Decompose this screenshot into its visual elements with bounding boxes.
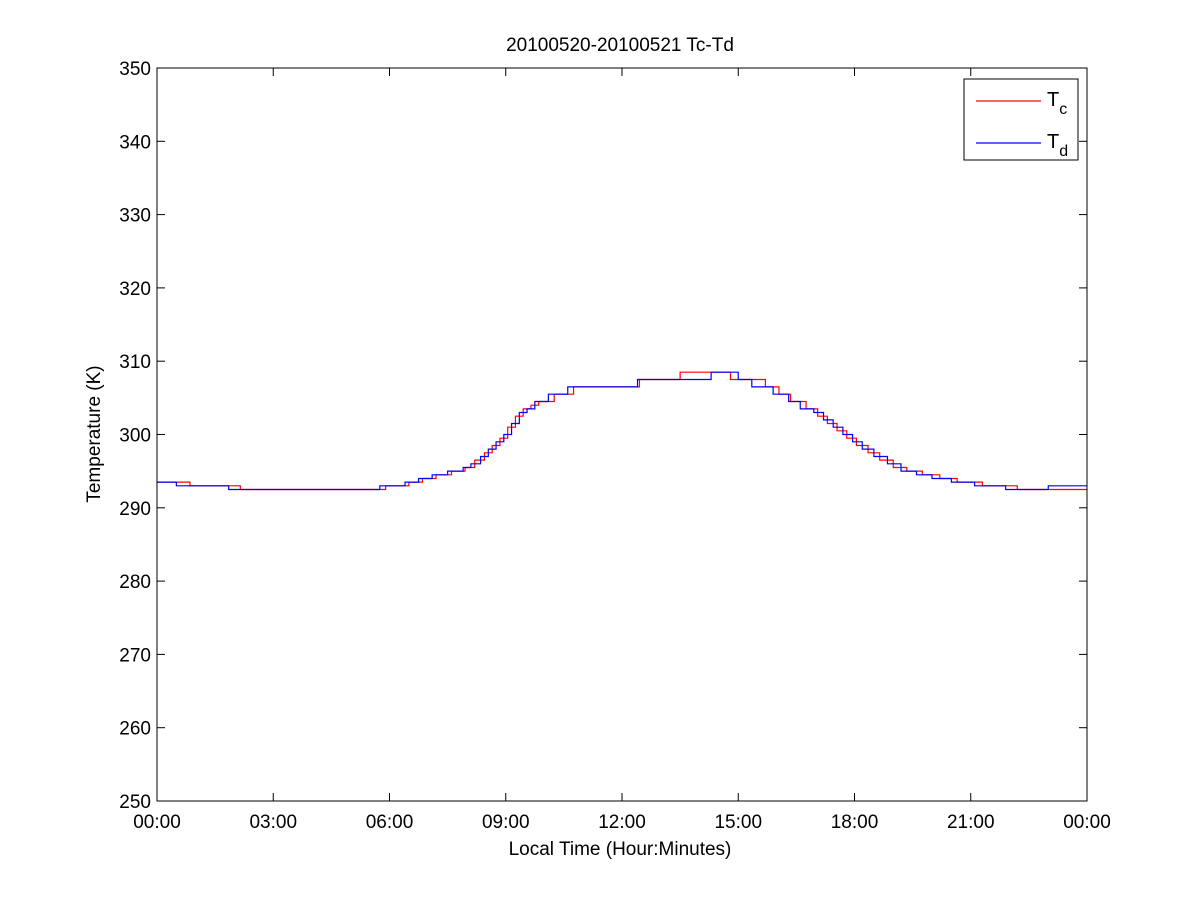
y-axis-label: Temperature (K) bbox=[84, 365, 105, 502]
y-tick-label: 270 bbox=[119, 645, 151, 666]
x-tick-label: 03:00 bbox=[249, 812, 297, 833]
y-tick-label: 350 bbox=[119, 59, 151, 80]
x-tick-label: 09:00 bbox=[482, 812, 530, 833]
x-axis-label: Local Time (Hour:Minutes) bbox=[509, 839, 732, 860]
legend-box bbox=[963, 78, 1079, 161]
legend-label-td: Td bbox=[1047, 131, 1068, 160]
y-tick-label: 260 bbox=[119, 719, 151, 740]
x-tick-label: 00:00 bbox=[1063, 812, 1111, 833]
series-line-td bbox=[157, 371, 1087, 491]
x-tick-label: 12:00 bbox=[598, 812, 646, 833]
y-tick-label: 310 bbox=[119, 352, 151, 373]
legend: Tc Td bbox=[963, 78, 1079, 161]
chart-title: 20100520-20100521 Tc-Td bbox=[506, 35, 734, 56]
x-tick-label: 00:00 bbox=[133, 812, 181, 833]
x-tick-label: 21:00 bbox=[947, 812, 995, 833]
plot-area bbox=[157, 68, 1087, 801]
y-tick-label: 290 bbox=[119, 499, 151, 520]
y-tick-label: 280 bbox=[119, 572, 151, 593]
legend-label-tc: Tc bbox=[1047, 89, 1067, 118]
x-tick-label: 15:00 bbox=[714, 812, 762, 833]
y-tick-label: 340 bbox=[119, 132, 151, 153]
y-tick-label: 330 bbox=[119, 206, 151, 227]
y-tick-label: 250 bbox=[119, 792, 151, 813]
y-tick-label: 320 bbox=[119, 279, 151, 300]
x-tick-label: 18:00 bbox=[831, 812, 879, 833]
x-tick-label: 06:00 bbox=[366, 812, 414, 833]
y-tick-label: 300 bbox=[119, 426, 151, 447]
